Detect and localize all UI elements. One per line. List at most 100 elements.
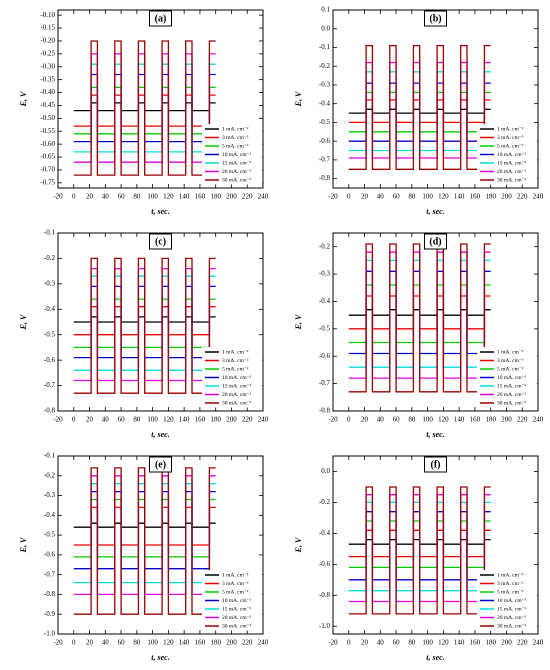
x-tick-label: 140 (454, 416, 465, 424)
x-tick-label: 40 (102, 639, 110, 647)
legend-label: 15 mA. cm⁻² (497, 606, 526, 612)
y-tick-label: -0.7 (319, 156, 331, 164)
x-tick-label: 120 (438, 416, 449, 424)
y-tick-label: -0.7 (319, 379, 331, 387)
y-tick-label: -0.50 (40, 114, 55, 122)
x-tick-label: 220 (242, 193, 253, 201)
series-line (73, 40, 216, 176)
x-tick-label: 200 (501, 193, 512, 201)
x-tick-label: -20 (53, 639, 63, 647)
y-tick-label: -0.25 (40, 49, 55, 57)
y-tick-label: -0.3 (44, 279, 56, 287)
x-tick-label: 60 (393, 416, 401, 424)
x-tick-label: 240 (258, 193, 269, 201)
y-tick-label: -0.2 (319, 242, 331, 250)
x-tick-label: 120 (163, 193, 174, 201)
legend-label: 15 mA. cm⁻² (222, 383, 251, 389)
panel: -20 0 20 40 60 80 100 120 140 160 180 200 220 240 -0.8… (294, 232, 544, 439)
x-tick-label: 20 (361, 193, 369, 201)
y-tick-label: -0.35 (40, 75, 55, 83)
y-tick-label: -0.2 (44, 254, 56, 262)
x-tick-label: 60 (393, 639, 401, 647)
panel-title: (d) (429, 236, 441, 247)
x-tick-label: 240 (533, 193, 544, 201)
y-tick-label: 0.1 (321, 6, 330, 14)
panel: -20 0 20 40 60 80 100 120 140 160 180 200 220 240 -0.8… (19, 229, 269, 439)
y-tick-label: 0.0 (321, 24, 330, 32)
title-box (424, 233, 447, 250)
x-tick-label: 0 (72, 416, 76, 424)
x-tick-label: 40 (102, 193, 110, 201)
title-box (149, 10, 172, 27)
legend-label: 20 mA. cm⁻² (497, 169, 526, 175)
legend-label: 5 mA. cm⁻² (497, 366, 524, 372)
y-tick-label: -0.6 (319, 560, 331, 568)
plot-frame (57, 455, 264, 635)
panel-title: (f) (431, 459, 441, 470)
x-tick-label: -20 (328, 639, 338, 647)
legend-label: 5 mA. cm⁻² (222, 589, 249, 595)
y-tick-label: -0.5 (319, 324, 331, 332)
x-axis-label: t, sec. (151, 207, 169, 216)
y-axis-label: E, V (19, 314, 28, 330)
plot-frame (57, 9, 264, 189)
y-tick-label: -0.20 (40, 37, 55, 45)
x-tick-label: 0 (347, 639, 351, 647)
y-tick-label: -0.8 (319, 174, 331, 182)
panel: -20 0 20 40 60 80 100 120 140 160 180 200 220 240 -1.0… (294, 455, 544, 662)
x-tick-label: 120 (438, 639, 449, 647)
legend-label: 1 mA. cm⁻² (497, 349, 524, 355)
x-tick-label: 240 (533, 416, 544, 424)
y-tick-label: -0.40 (40, 88, 55, 96)
panel-title: (b) (429, 13, 441, 24)
x-tick-label: 200 (501, 639, 512, 647)
x-tick-label: -20 (53, 416, 63, 424)
y-tick-label: -0.6 (319, 352, 331, 360)
y-tick-label: -0.6 (319, 137, 331, 145)
y-tick-label: -0.4 (44, 511, 56, 519)
x-axis-label: t, sec. (426, 653, 444, 662)
y-tick-label: -0.7 (44, 570, 56, 578)
series-line (348, 243, 491, 393)
panel-title: (c) (155, 236, 166, 247)
y-tick-label: -0.30 (40, 62, 55, 70)
legend-label: 10 mA. cm⁻² (222, 152, 251, 158)
panel: -20 0 20 40 60 80 100 120 140 160 180 200 220 240 -0.7… (19, 9, 269, 216)
y-tick-label: -0.1 (44, 229, 56, 237)
x-tick-label: 80 (133, 193, 141, 201)
x-tick-label: 80 (408, 193, 416, 201)
y-tick-label: -0.3 (319, 81, 331, 89)
y-tick-label: -1.0 (319, 622, 331, 630)
x-tick-label: 180 (210, 416, 221, 424)
title-box (149, 233, 172, 250)
x-tick-label: 20 (86, 416, 94, 424)
y-tick-label: -0.75 (40, 178, 55, 186)
y-tick-label: -0.2 (319, 498, 331, 506)
y-tick-label: -0.9 (44, 610, 56, 618)
y-tick-label: -0.60 (40, 140, 55, 148)
x-tick-label: 0 (347, 193, 351, 201)
plot-frame (57, 232, 264, 412)
y-tick-label: -0.65 (40, 153, 55, 161)
legend-label: 5 mA. cm⁻² (222, 366, 249, 372)
legend-label: 15 mA. cm⁻² (222, 160, 251, 166)
y-tick-label: -0.6 (44, 550, 56, 558)
legend-label: 5 mA. cm⁻² (222, 143, 249, 149)
y-tick-label: -1.0 (44, 630, 56, 638)
x-tick-label: -20 (328, 193, 338, 201)
legend-label: 10 mA. cm⁻² (497, 152, 526, 158)
x-tick-label: 160 (470, 639, 481, 647)
y-tick-label: -0.2 (44, 471, 56, 479)
x-tick-label: 160 (195, 193, 206, 201)
y-tick-label: -0.4 (319, 99, 331, 107)
y-tick-label: -0.2 (319, 62, 331, 70)
x-tick-label: 180 (485, 416, 496, 424)
legend-label: 30 mA. cm⁻² (497, 623, 526, 629)
legend-label: 10 mA. cm⁻² (222, 598, 251, 604)
x-axis-label: t, sec. (151, 430, 169, 439)
x-tick-label: 240 (258, 639, 269, 647)
x-tick-label: 20 (361, 416, 369, 424)
x-tick-label: 120 (438, 193, 449, 201)
legend-label: 15 mA. cm⁻² (497, 383, 526, 389)
